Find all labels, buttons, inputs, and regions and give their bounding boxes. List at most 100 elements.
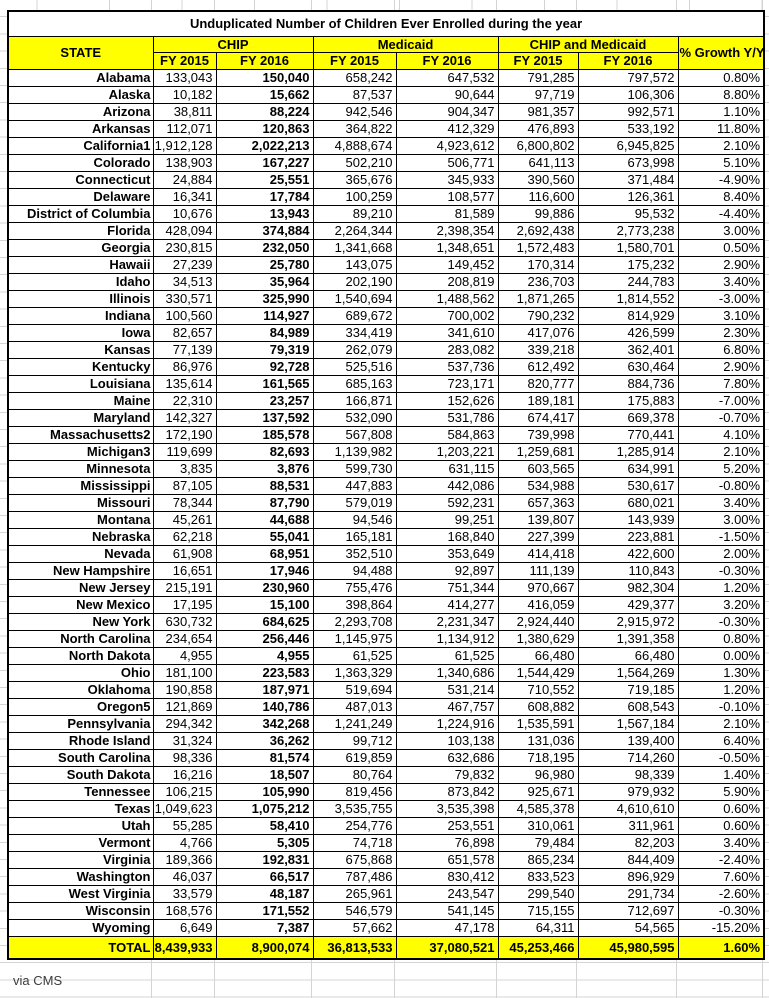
table-row: California1 1,912,128 2,022,213 4,888,674 4,…: [7, 137, 765, 155]
value-cell: 74,718: [312, 834, 397, 852]
value-cell: 121,869: [152, 698, 217, 716]
state-cell: Maryland: [7, 409, 154, 427]
value-cell: 215,191: [152, 579, 217, 597]
value-cell: 689,672: [312, 307, 397, 325]
value-cell: 1,580,701: [577, 239, 679, 257]
value-cell: 1,572,483: [497, 239, 579, 257]
value-cell: 608,882: [497, 698, 579, 716]
value-cell: 22,310: [152, 392, 217, 410]
value-cell: 11.80%: [677, 120, 765, 138]
value-cell: 189,181: [497, 392, 579, 410]
total-chip-fy2015: 8,439,933: [152, 936, 217, 960]
value-cell: 797,572: [577, 69, 679, 87]
table-row: Arkansas 112,071 120,863 364,822 412,329 476,…: [7, 120, 765, 138]
table-row: North Carolina 234,654 256,446 1,145,975 1,1…: [7, 630, 765, 648]
value-cell: 253,551: [395, 817, 499, 835]
value-cell: 112,071: [152, 120, 217, 138]
state-cell: Minnesota: [7, 460, 154, 478]
value-cell: 844,409: [577, 851, 679, 869]
value-cell: 10,676: [152, 205, 217, 223]
value-cell: 634,991: [577, 460, 679, 478]
header-chip-fy2015: FY 2015: [152, 52, 217, 70]
value-cell: 1,145,975: [312, 630, 397, 648]
value-cell: 2.10%: [677, 137, 765, 155]
value-cell: 546,579: [312, 902, 397, 920]
value-cell: 90,644: [395, 86, 499, 104]
value-cell: -0.80%: [677, 477, 765, 495]
value-cell: 16,651: [152, 562, 217, 580]
state-cell: Hawaii: [7, 256, 154, 274]
value-cell: 139,807: [497, 511, 579, 529]
state-cell: Alaska: [7, 86, 154, 104]
value-cell: 106,306: [577, 86, 679, 104]
value-cell: 674,417: [497, 409, 579, 427]
state-cell: North Dakota: [7, 647, 154, 665]
table-row: Oregon5 121,869 140,786 487,013 467,757 608,8…: [7, 698, 765, 716]
value-cell: 2,264,344: [312, 222, 397, 240]
state-cell: Idaho: [7, 273, 154, 291]
value-cell: 819,456: [312, 783, 397, 801]
table-row: Florida 428,094 374,884 2,264,344 2,398,354 2…: [7, 222, 765, 240]
value-cell: 341,610: [395, 324, 499, 342]
value-cell: 4.10%: [677, 426, 765, 444]
value-cell: 97,719: [497, 86, 579, 104]
value-cell: 254,776: [312, 817, 397, 835]
value-cell: 6.80%: [677, 341, 765, 359]
state-cell: Colorado: [7, 154, 154, 172]
value-cell: 82,203: [577, 834, 679, 852]
value-cell: 1.20%: [677, 681, 765, 699]
total-chip-fy2016: 8,900,074: [215, 936, 314, 960]
table-row: Pennsylvania 294,342 342,268 1,241,249 1,224…: [7, 715, 765, 733]
table-row: Montana 45,261 44,688 94,546 99,251 139,807 14…: [7, 511, 765, 529]
state-cell: Oregon5: [7, 698, 154, 716]
state-cell: Texas: [7, 800, 154, 818]
value-cell: 17,784: [215, 188, 314, 206]
table-row: Rhode Island 31,324 36,262 99,712 103,138 131…: [7, 732, 765, 750]
value-cell: 3.40%: [677, 834, 765, 852]
value-cell: 24,884: [152, 171, 217, 189]
value-cell: 4,766: [152, 834, 217, 852]
value-cell: 1,340,686: [395, 664, 499, 682]
value-cell: 833,523: [497, 868, 579, 886]
value-cell: 3,535,755: [312, 800, 397, 818]
value-cell: 612,492: [497, 358, 579, 376]
value-cell: 5.20%: [677, 460, 765, 478]
value-cell: 364,822: [312, 120, 397, 138]
value-cell: 79,319: [215, 341, 314, 359]
value-cell: 0.60%: [677, 800, 765, 818]
value-cell: 1.40%: [677, 766, 765, 784]
state-cell: Nebraska: [7, 528, 154, 546]
value-cell: 223,583: [215, 664, 314, 682]
value-cell: 1,285,914: [577, 443, 679, 461]
value-cell: 230,960: [215, 579, 314, 597]
value-cell: 714,260: [577, 749, 679, 767]
state-cell: Iowa: [7, 324, 154, 342]
value-cell: 710,552: [497, 681, 579, 699]
header-medicaid-fy2015: FY 2015: [312, 52, 397, 70]
value-cell: 755,476: [312, 579, 397, 597]
value-cell: 390,560: [497, 171, 579, 189]
state-cell: Maine: [7, 392, 154, 410]
table-row: District of Columbia 10,676 13,943 89,210 81…: [7, 205, 765, 223]
table-row: Texas 1,049,623 1,075,212 3,535,755 3,535,39…: [7, 800, 765, 818]
title-row: Unduplicated Number of Children Ever Enr…: [7, 10, 765, 37]
value-cell: 417,076: [497, 324, 579, 342]
value-cell: 820,777: [497, 375, 579, 393]
value-cell: 36,262: [215, 732, 314, 750]
value-cell: 0.00%: [677, 647, 765, 665]
value-cell: 61,525: [312, 647, 397, 665]
value-cell: 35,964: [215, 273, 314, 291]
value-cell: 414,418: [497, 545, 579, 563]
value-cell: 223,881: [577, 528, 679, 546]
value-cell: 739,998: [497, 426, 579, 444]
value-cell: 23,257: [215, 392, 314, 410]
value-cell: 55,285: [152, 817, 217, 835]
state-cell: New Jersey: [7, 579, 154, 597]
state-cell: Ohio: [7, 664, 154, 682]
value-cell: 426,599: [577, 324, 679, 342]
value-cell: -3.00%: [677, 290, 765, 308]
value-cell: 2.30%: [677, 324, 765, 342]
table-row: Indiana 100,560 114,927 689,672 700,002 790,2…: [7, 307, 765, 325]
table-row: Wyoming 6,649 7,387 57,662 47,178 64,311 54,56…: [7, 919, 765, 937]
value-cell: 1,049,623: [152, 800, 217, 818]
